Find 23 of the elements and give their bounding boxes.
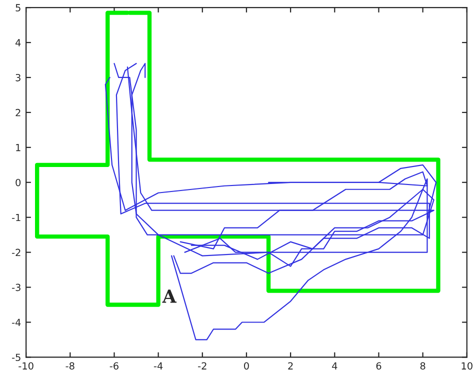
y-tick-label: -5: [12, 354, 20, 362]
x-tick-label: 0: [244, 362, 249, 370]
x-tick-label: 10: [462, 362, 472, 370]
x-tick-label: -6: [110, 362, 118, 370]
y-tick-label: -2: [12, 248, 20, 256]
y-tick-label: 4: [16, 39, 21, 46]
y-tick-label: 2: [16, 108, 20, 116]
x-tick-label: -2: [198, 362, 206, 370]
y-tick-label: 1: [16, 144, 20, 152]
y-tick-label: -1: [12, 214, 20, 222]
x-tick-label: 4: [332, 362, 338, 370]
x-tick-label: 8: [420, 362, 426, 370]
x-tick-label: -8: [66, 362, 74, 370]
x-tick-label: 6: [376, 362, 382, 370]
x-tick-label: -4: [154, 362, 163, 370]
x-tick-label: 2: [288, 362, 293, 370]
y-tick-label: -4: [12, 318, 21, 326]
annotation: A: [162, 290, 177, 303]
y-tick-label: 5: [16, 4, 20, 12]
y-tick-label: 3: [16, 74, 20, 82]
x-tick-label: -10: [18, 362, 34, 370]
y-tick-label: -3: [12, 284, 20, 292]
y-tick-label: 0: [16, 178, 21, 186]
